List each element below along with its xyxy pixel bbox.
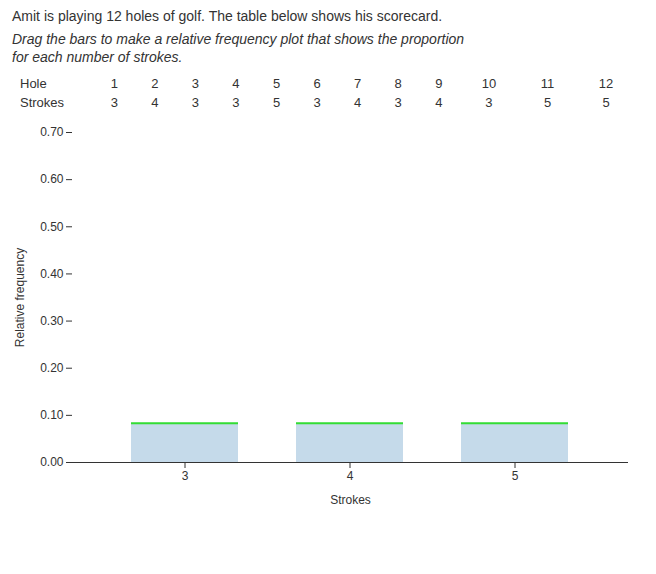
svg-text:Relative frequency: Relative frequency	[13, 248, 27, 347]
html-text:4: 4	[151, 95, 159, 111]
html-text:5: 5	[602, 95, 610, 111]
html-text:5: 5	[272, 76, 281, 92]
svg-text:0.20: 0.20	[40, 361, 64, 375]
html-text:3: 3	[110, 95, 118, 111]
html-text:4: 4	[232, 76, 240, 92]
svg-text:0.60: 0.60	[40, 173, 64, 187]
html-text:11: 11	[540, 76, 555, 92]
html-text:Hole: Hole	[20, 76, 47, 92]
svg-text:0.40: 0.40	[40, 267, 64, 281]
svg-text:Strokes: Strokes	[330, 493, 371, 507]
html-text:4: 4	[435, 95, 443, 111]
html-text:Drag the bars to make a relati: Drag the bars to make a relative frequen…	[12, 31, 465, 47]
html-text:3: 3	[191, 95, 199, 111]
svg-text:0.30: 0.30	[40, 314, 64, 328]
html-text:2: 2	[151, 76, 159, 92]
html-text:6: 6	[313, 76, 321, 92]
html-text:1: 1	[110, 76, 118, 92]
html-text:Strokes: Strokes	[20, 95, 65, 111]
html-text:5: 5	[272, 95, 281, 111]
html-text:5: 5	[543, 95, 552, 111]
svg-text:0.70: 0.70	[40, 126, 64, 140]
html-text:12: 12	[598, 76, 614, 92]
html-text:for each number of strokes.: for each number of strokes.	[12, 49, 183, 66]
svg-text:0.50: 0.50	[40, 220, 64, 234]
svg-text:0.00: 0.00	[40, 456, 64, 470]
html-text:10: 10	[481, 76, 497, 92]
html-text:3: 3	[232, 95, 240, 111]
html-text:3: 3	[313, 95, 321, 111]
html-text:4: 4	[354, 95, 362, 111]
html-text:3: 3	[191, 76, 199, 92]
svg-text:0.10: 0.10	[40, 409, 64, 423]
html-text:3: 3	[394, 95, 402, 111]
html-text:3: 3	[485, 95, 493, 111]
svg-text:5: 5	[512, 469, 519, 483]
html-text:Amit is playing 12 holes of go: Amit is playing 12 holes of golf. The ta…	[12, 8, 443, 24]
html-text:9: 9	[435, 76, 443, 92]
html-text:8: 8	[394, 76, 402, 92]
svg-text:4: 4	[347, 469, 354, 483]
svg-text:3: 3	[182, 469, 189, 483]
html-text:7: 7	[354, 76, 362, 92]
